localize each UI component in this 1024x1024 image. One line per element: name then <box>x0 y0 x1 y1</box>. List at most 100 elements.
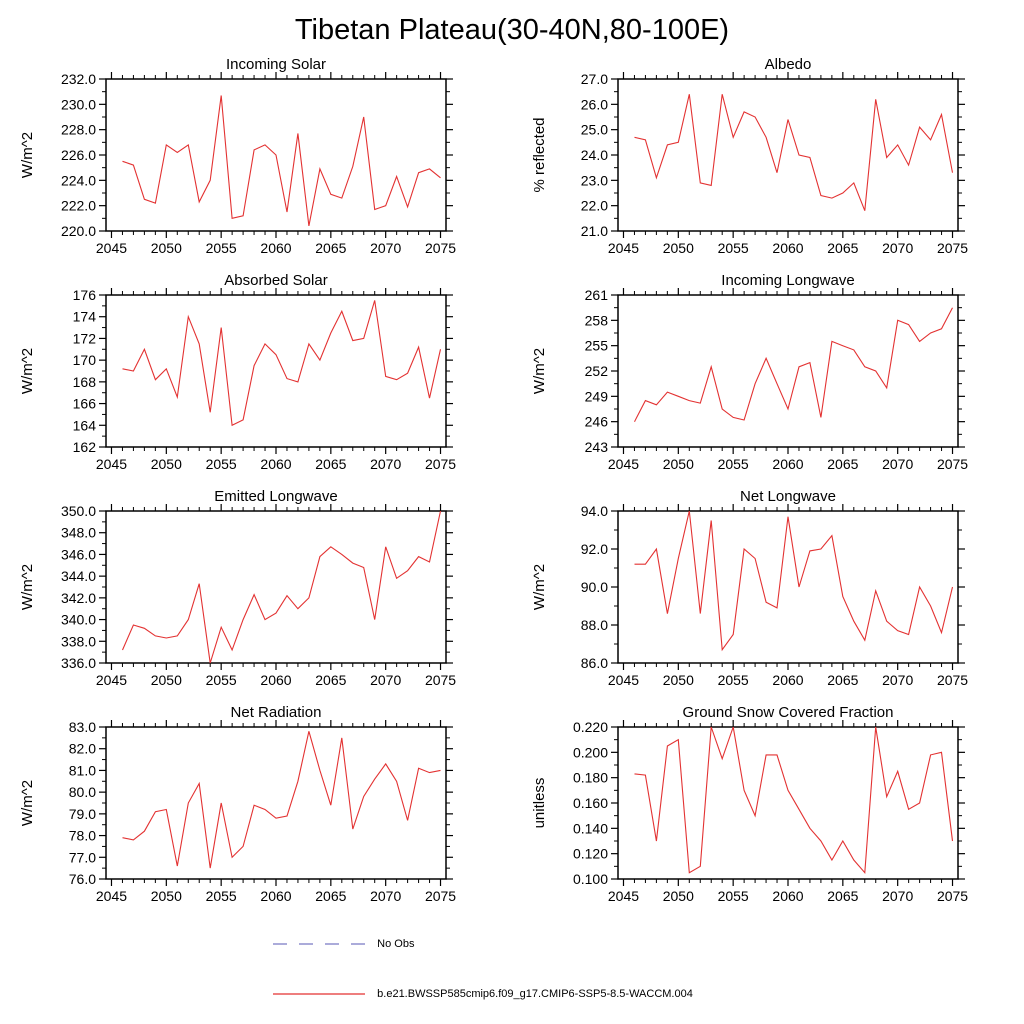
x-tick-label: 2050 <box>151 240 182 256</box>
y-tick-label: 243 <box>585 439 609 455</box>
x-tick-label: 2060 <box>260 672 291 688</box>
plot-frame <box>105 510 447 664</box>
y-tick-label: 88.0 <box>581 617 608 633</box>
legend-label-no-obs: No Obs <box>377 938 415 950</box>
y-tick-label: 344.0 <box>61 568 96 584</box>
y-tick-label: 338.0 <box>61 633 96 649</box>
x-tick-label: 2070 <box>370 456 401 472</box>
x-tick-label: 2050 <box>663 240 694 256</box>
x-tick-label: 2060 <box>772 672 803 688</box>
x-tick-label: 2045 <box>608 240 639 256</box>
y-tick-label: 82.0 <box>69 741 96 757</box>
plot-frame <box>617 78 959 232</box>
plot-frame <box>105 294 447 448</box>
x-tick-label: 2065 <box>827 888 858 904</box>
x-tick-label: 2045 <box>608 456 639 472</box>
x-tick-label: 2065 <box>315 240 346 256</box>
x-tick-label: 2045 <box>608 888 639 904</box>
legend-item-no-obs: No Obs <box>271 933 693 955</box>
y-tick-label: 22.0 <box>581 198 608 214</box>
chart-panel-albedo: Albedo % reflected 2045 2050 2055 2060 2065 207… <box>512 53 1024 269</box>
y-tick-label: 170 <box>73 352 97 368</box>
y-tick-label: 26.0 <box>581 96 608 112</box>
y-tick-label: 86.0 <box>581 655 608 671</box>
y-tick-label: 0.220 <box>573 719 608 735</box>
chart-title: Albedo <box>765 56 812 73</box>
y-axis-label: % reflected <box>531 117 548 192</box>
y-tick-label: 76.0 <box>69 871 96 887</box>
y-tick-label: 80.0 <box>69 784 96 800</box>
x-tick-label: 2045 <box>608 672 639 688</box>
series-line <box>122 300 442 427</box>
y-tick-label: 224.0 <box>61 172 96 188</box>
x-tick-label: 2050 <box>151 672 182 688</box>
model-line-sample <box>273 993 366 995</box>
y-tick-label: 25.0 <box>581 122 608 138</box>
x-tick-label: 2055 <box>718 672 749 688</box>
y-tick-label: 23.0 <box>581 172 608 188</box>
plot-frame <box>105 726 447 880</box>
no-obs-line-sample <box>273 943 366 945</box>
series-line <box>122 731 441 869</box>
series-line <box>122 95 441 227</box>
y-tick-label: 172 <box>73 330 97 346</box>
x-tick-label: 2070 <box>370 888 401 904</box>
y-tick-label: 21.0 <box>581 223 608 239</box>
y-tick-label: 24.0 <box>581 147 608 163</box>
chart-net-longwave: Net Longwave W/m^2 2045 2050 2055 2060 2065 207… <box>531 488 968 688</box>
chart-panel-emitted-longwave: Emitted Longwave W/m^2 2045 2050 2055 2060 206… <box>0 485 512 701</box>
chart-panel-net-longwave: Net Longwave W/m^2 2045 2050 2055 2060 2065 207… <box>512 485 1024 701</box>
plot-frame <box>617 294 959 448</box>
x-tick-label: 2075 <box>937 672 968 688</box>
x-tick-label: 2065 <box>315 456 346 472</box>
y-axis-label: W/m^2 <box>531 564 548 610</box>
y-tick-label: 164 <box>73 417 97 433</box>
x-tick-label: 2065 <box>827 240 858 256</box>
y-axis-label: W/m^2 <box>19 780 36 826</box>
chart-title: Incoming Longwave <box>721 272 854 289</box>
chart-absorbed-solar: Absorbed Solar W/m^2 2045 2050 2055 2060 2065 2… <box>19 272 456 472</box>
x-tick-label: 2055 <box>206 240 237 256</box>
x-tick-label: 2050 <box>151 888 182 904</box>
y-tick-label: 0.120 <box>573 846 608 862</box>
y-tick-label: 255 <box>585 338 609 354</box>
y-tick-label: 342.0 <box>61 590 96 606</box>
x-tick-label: 2060 <box>260 240 291 256</box>
y-tick-label: 340.0 <box>61 612 96 628</box>
x-tick-label: 2070 <box>882 888 913 904</box>
x-tick-label: 2065 <box>827 672 858 688</box>
x-tick-label: 2050 <box>151 456 182 472</box>
y-tick-label: 79.0 <box>69 806 96 822</box>
x-tick-label: 2075 <box>937 456 968 472</box>
x-tick-label: 2075 <box>425 456 456 472</box>
y-axis-label: W/m^2 <box>19 348 36 394</box>
chart-title: Incoming Solar <box>226 56 326 73</box>
y-tick-label: 336.0 <box>61 655 96 671</box>
chart-title: Ground Snow Covered Fraction <box>683 704 894 721</box>
chart-panel-incoming-longwave: Incoming Longwave W/m^2 2045 2050 2055 2060 20… <box>512 269 1024 485</box>
y-tick-label: 230.0 <box>61 96 96 112</box>
x-tick-label: 2070 <box>882 240 913 256</box>
chart-title: Net Longwave <box>740 488 836 505</box>
x-tick-label: 2070 <box>882 672 913 688</box>
x-tick-label: 2055 <box>206 456 237 472</box>
x-tick-label: 2070 <box>370 240 401 256</box>
x-tick-label: 2060 <box>772 456 803 472</box>
y-tick-label: 228.0 <box>61 122 96 138</box>
series-line <box>121 510 442 664</box>
chart-albedo: Albedo % reflected 2045 2050 2055 2060 2065 207… <box>531 56 968 256</box>
y-tick-label: 258 <box>585 312 609 328</box>
y-tick-label: 249 <box>585 388 609 404</box>
x-tick-label: 2075 <box>425 240 456 256</box>
x-tick-label: 2060 <box>260 888 291 904</box>
y-tick-label: 346.0 <box>61 546 96 562</box>
plot-frame <box>617 510 959 664</box>
y-tick-label: 168 <box>73 374 97 390</box>
chart-title: Net Radiation <box>231 704 322 721</box>
y-tick-label: 27.0 <box>581 71 608 87</box>
y-tick-label: 0.160 <box>573 795 608 811</box>
y-tick-label: 0.180 <box>573 770 608 786</box>
series-line <box>634 510 954 652</box>
y-tick-label: 252 <box>585 363 609 379</box>
